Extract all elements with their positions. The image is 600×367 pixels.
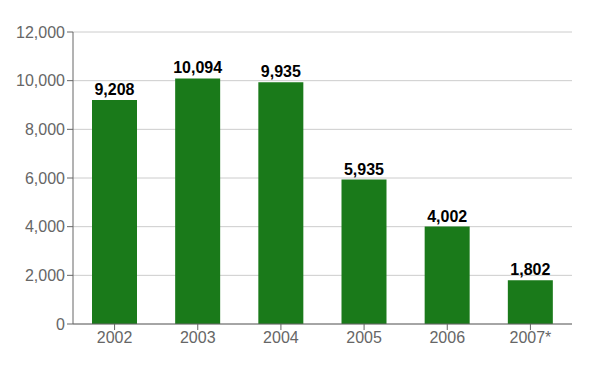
svg-text:2007*: 2007* (510, 329, 552, 346)
svg-text:10,000: 10,000 (16, 72, 65, 89)
svg-text:2006: 2006 (429, 329, 465, 346)
svg-text:8,000: 8,000 (25, 121, 65, 138)
svg-text:9,935: 9,935 (261, 63, 301, 80)
svg-text:0: 0 (56, 316, 65, 333)
svg-text:6,000: 6,000 (25, 170, 65, 187)
svg-text:10,094: 10,094 (173, 59, 222, 76)
svg-text:1,802: 1,802 (510, 261, 550, 278)
svg-text:2,000: 2,000 (25, 267, 65, 284)
svg-text:5,935: 5,935 (344, 161, 384, 178)
svg-text:4,000: 4,000 (25, 218, 65, 235)
svg-text:12,000: 12,000 (16, 24, 65, 41)
svg-text:2005: 2005 (346, 329, 382, 346)
svg-text:2003: 2003 (180, 329, 216, 346)
svg-text:9,208: 9,208 (94, 81, 134, 98)
svg-text:4,002: 4,002 (427, 208, 467, 225)
svg-text:2002: 2002 (97, 329, 133, 346)
svg-text:2004: 2004 (263, 329, 299, 346)
